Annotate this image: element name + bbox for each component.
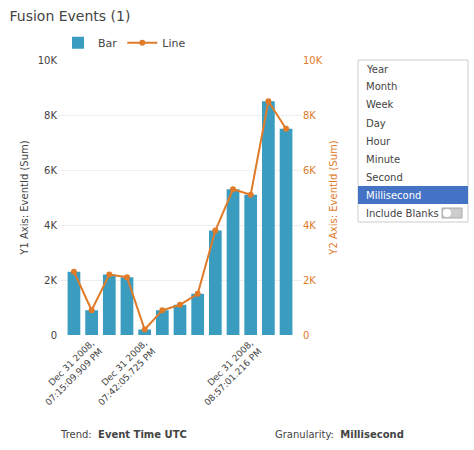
- svg-text:Fusion Events (1): Fusion Events (1): [9, 8, 130, 24]
- svg-text:4K: 4K: [303, 220, 316, 231]
- svg-text:4K: 4K: [44, 220, 57, 231]
- svg-text:Bar: Bar: [98, 37, 117, 50]
- svg-text:Y1 Axis: EventId (Sum): Y1 Axis: EventId (Sum): [19, 140, 30, 255]
- svg-text:Week: Week: [366, 99, 394, 110]
- svg-text:2K: 2K: [303, 275, 316, 286]
- svg-text:Include Blanks: Include Blanks: [366, 208, 439, 219]
- svg-text:Trend: Event Time UTC: Trend: Event Time UTC: [60, 429, 187, 440]
- svg-text:Dec 31 2008,07:15:09.909 PM: Dec 31 2008,07:15:09.909 PM: [35, 338, 104, 407]
- svg-text:0: 0: [303, 330, 309, 341]
- svg-text:10K: 10K: [303, 55, 323, 66]
- svg-text:Day: Day: [366, 118, 386, 129]
- svg-text:8K: 8K: [303, 110, 316, 121]
- svg-text:Month: Month: [366, 81, 397, 92]
- svg-text:Line: Line: [162, 37, 185, 50]
- svg-text:10K: 10K: [38, 55, 58, 66]
- svg-text:Year: Year: [366, 64, 389, 75]
- svg-text:8K: 8K: [44, 110, 57, 121]
- svg-text:Granularity: Millisecond: Granularity: Millisecond: [275, 429, 404, 440]
- svg-text:2K: 2K: [44, 275, 57, 286]
- svg-text:6K: 6K: [303, 165, 316, 176]
- svg-text:Minute: Minute: [366, 154, 400, 165]
- svg-text:Y2 Axis: EventId (Sum): Y2 Axis: EventId (Sum): [328, 140, 339, 255]
- svg-text:Dec 31 2008,08:57:01.216 PM: Dec 31 2008,08:57:01.216 PM: [194, 338, 263, 407]
- svg-text:Millisecond: Millisecond: [366, 190, 421, 201]
- svg-text:Dec 31 2008,07:42:05.725 PM: Dec 31 2008,07:42:05.725 PM: [88, 338, 157, 407]
- svg-text:Second: Second: [366, 172, 403, 183]
- svg-text:Hour: Hour: [366, 136, 391, 147]
- svg-text:0: 0: [51, 330, 57, 341]
- svg-text:6K: 6K: [44, 165, 57, 176]
